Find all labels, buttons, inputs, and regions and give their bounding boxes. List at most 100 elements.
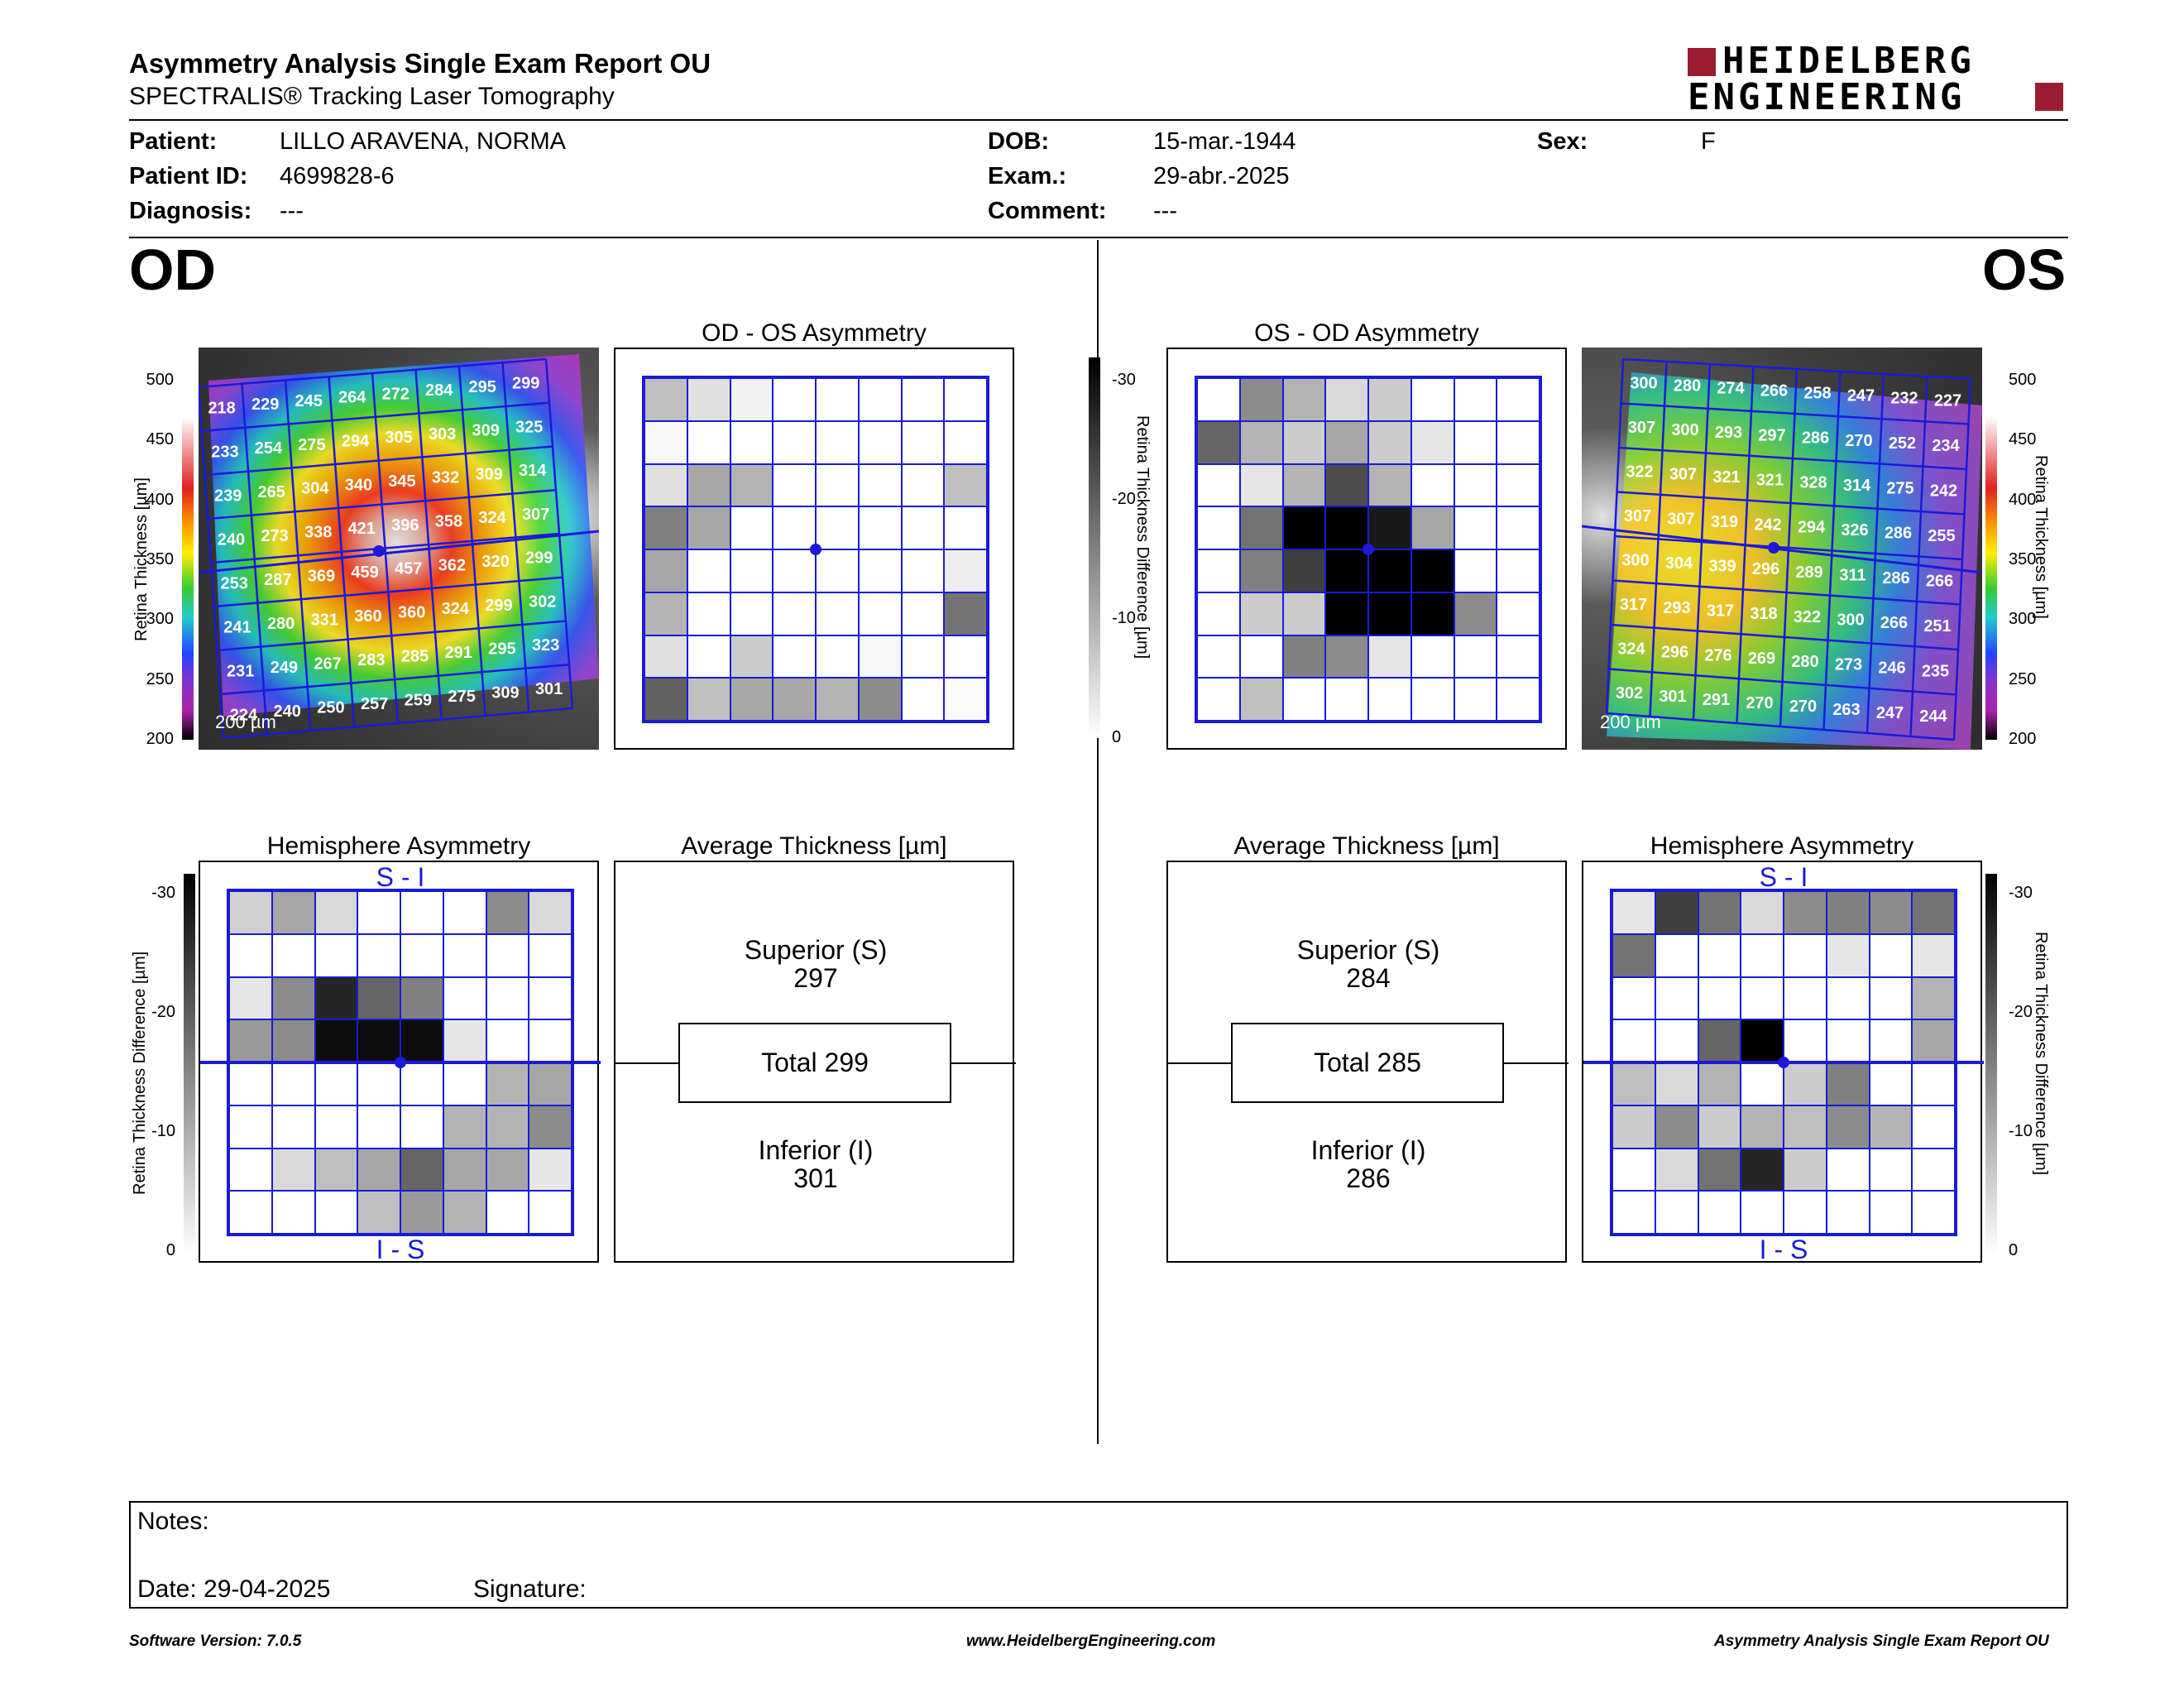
os-superior-label: Superior (S) bbox=[1296, 935, 1440, 965]
od-hemi-cell bbox=[443, 891, 486, 934]
grid-line bbox=[217, 620, 567, 652]
thickness-value: 307 bbox=[1624, 507, 1651, 525]
od-hemi-cell bbox=[357, 1148, 400, 1192]
os-hemi-cell bbox=[1741, 933, 1784, 977]
os-asym-cell bbox=[1497, 635, 1540, 679]
comment-value: --- bbox=[1153, 198, 1177, 224]
od-diff-axis-title: Retina Thickness Difference [µm] bbox=[131, 951, 149, 1195]
thickness-value: 323 bbox=[532, 636, 559, 655]
od-asym-grid bbox=[642, 376, 989, 723]
od-hemi-fovea-dot bbox=[395, 1057, 406, 1068]
axis-tick-label: 200 bbox=[146, 730, 174, 748]
patient-id-value: 4699828-6 bbox=[280, 163, 395, 189]
os-total-box: Total 285 bbox=[1231, 1023, 1504, 1103]
od-asym-cell bbox=[687, 549, 730, 592]
os-fundus-image: 300 280 274 266 258 247 232 227 307 300 293 297 286 2… bbox=[1582, 348, 1982, 750]
od-asym-cell bbox=[773, 678, 816, 721]
od-hemi-cell bbox=[314, 1062, 358, 1105]
od-hemi-cell bbox=[529, 891, 572, 934]
thickness-value: 287 bbox=[264, 571, 291, 589]
thickness-value: 345 bbox=[388, 472, 415, 491]
os-asym-cell bbox=[1410, 635, 1454, 679]
thickness-value: 267 bbox=[314, 655, 341, 673]
os-hemi-cell bbox=[1826, 933, 1870, 977]
os-hemi-cell bbox=[1741, 976, 1784, 1020]
os-asym-cell bbox=[1454, 506, 1497, 549]
os-hemi-cell bbox=[1612, 1105, 1655, 1149]
os-hemi-cell bbox=[1784, 1019, 1827, 1062]
os-asym-cell bbox=[1282, 463, 1326, 507]
os-asym-cell bbox=[1197, 378, 1240, 421]
thickness-value: 319 bbox=[1711, 513, 1738, 531]
thickness-value: 264 bbox=[338, 389, 366, 407]
os-hemi-cell bbox=[1912, 933, 1955, 977]
od-hemi-cell bbox=[357, 1191, 400, 1234]
od-hemi-cell bbox=[271, 891, 315, 934]
os-hemi-cell bbox=[1698, 1019, 1741, 1062]
od-fundus-image: 218 229 245 264 272 284 295 299 233 254 275 294 305 3… bbox=[199, 348, 599, 750]
os-hemi-cell bbox=[1869, 1105, 1913, 1149]
thickness-value: 286 bbox=[1802, 429, 1829, 448]
os-hemi-cell bbox=[1912, 976, 1955, 1020]
axis-tick-label: 400 bbox=[146, 490, 174, 509]
od-hemi-cell bbox=[443, 933, 486, 977]
os-thickness-colorbar bbox=[1985, 381, 1997, 740]
od-hemi-cell bbox=[443, 1062, 486, 1105]
os-hemi-cell bbox=[1698, 933, 1741, 977]
thickness-value: 302 bbox=[1616, 684, 1643, 703]
os-hemi-diff-axis-title: Retina Thickness Difference [µm] bbox=[2032, 932, 2050, 1176]
od-asym-cell bbox=[944, 592, 987, 635]
od-hemi-cell bbox=[400, 1019, 443, 1062]
os-asym-cell bbox=[1239, 506, 1283, 549]
thickness-value: 224 bbox=[230, 706, 258, 724]
od-asym-cell bbox=[816, 463, 859, 507]
os-asym-cell bbox=[1454, 420, 1497, 464]
thickness-value: 249 bbox=[271, 659, 298, 677]
thickness-value: 309 bbox=[475, 465, 502, 483]
thickness-value: 332 bbox=[432, 469, 459, 487]
od-asym-cell bbox=[687, 506, 730, 549]
thickness-value: 309 bbox=[491, 683, 519, 702]
axis-tick-label: -10 bbox=[151, 1122, 175, 1140]
thickness-value: 289 bbox=[1795, 563, 1822, 582]
od-hemi-cell bbox=[271, 933, 315, 977]
os-asym-cell bbox=[1454, 592, 1497, 635]
os-hemi-cell bbox=[1826, 1062, 1870, 1105]
os-hemi-title: Hemisphere Asymmetry bbox=[1650, 832, 1914, 860]
os-hemi-cell bbox=[1869, 1019, 1913, 1062]
os-hemi-cell bbox=[1612, 1148, 1655, 1192]
footer-website[interactable]: www.HeidelbergEngineering.com bbox=[966, 1633, 1216, 1650]
exam-label: Exam.: bbox=[988, 163, 1067, 189]
dob-value: 15-mar.-1944 bbox=[1153, 128, 1296, 155]
od-hemi-cell bbox=[357, 1019, 400, 1062]
os-hemi-cell bbox=[1826, 1019, 1870, 1062]
os-hemi-cell bbox=[1784, 1062, 1827, 1105]
signature-label: Signature: bbox=[473, 1575, 587, 1603]
os-asym-cell bbox=[1325, 378, 1368, 421]
od-asym-cell bbox=[687, 420, 730, 464]
od-asym-cell bbox=[687, 378, 730, 421]
thickness-value: 307 bbox=[1628, 419, 1655, 437]
od-asym-cell bbox=[816, 592, 859, 635]
axis-tick-label: -20 bbox=[151, 1003, 175, 1021]
od-asym-cell bbox=[730, 549, 774, 592]
os-hemi-grid bbox=[1610, 889, 1957, 1236]
os-asym-cell bbox=[1197, 592, 1240, 635]
os-hemi-cell bbox=[1869, 1062, 1913, 1105]
os-asym-cell bbox=[1497, 378, 1540, 421]
od-asym-cell bbox=[773, 378, 816, 421]
os-asym-cell bbox=[1454, 678, 1497, 721]
os-thickness-map: 300 280 274 266 258 247 232 227 307 300 293 297 286 2… bbox=[1582, 357, 1982, 750]
od-asym-panel bbox=[614, 348, 1014, 750]
thickness-value: 291 bbox=[445, 644, 472, 662]
os-hemi-cell bbox=[1784, 891, 1827, 934]
thickness-value: 295 bbox=[488, 640, 515, 659]
od-asym-cell bbox=[858, 635, 902, 679]
thickness-value: 299 bbox=[485, 597, 512, 615]
thickness-value: 286 bbox=[1882, 569, 1909, 587]
os-hemi-cell bbox=[1912, 891, 1955, 934]
os-hemi-cell bbox=[1612, 1191, 1655, 1234]
od-asym-title: OD - OS Asymmetry bbox=[702, 319, 927, 347]
notes-box[interactable]: Notes: Date: 29-04-2025 Signature: bbox=[129, 1501, 2068, 1609]
od-asym-cell bbox=[816, 678, 859, 721]
